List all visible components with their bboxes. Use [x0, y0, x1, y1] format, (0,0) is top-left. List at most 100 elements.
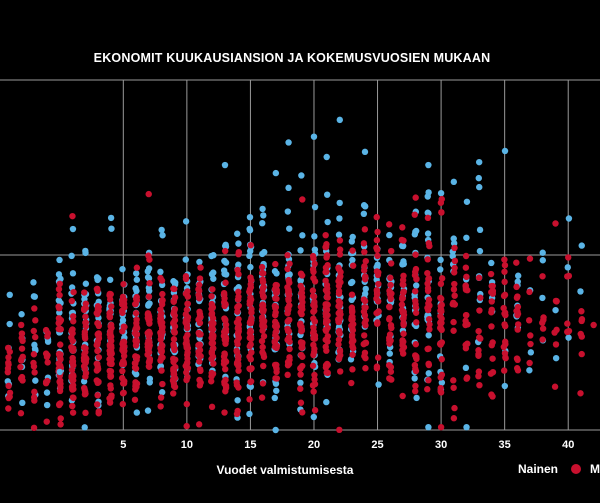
data-point-red — [31, 388, 38, 396]
data-point-red — [310, 351, 317, 359]
data-point-red — [120, 352, 128, 360]
data-point-red — [145, 293, 153, 300]
data-point-red — [183, 422, 190, 430]
data-point-red — [171, 375, 179, 382]
data-point-red — [437, 389, 445, 396]
data-point-blue — [210, 269, 217, 276]
data-point-blue — [235, 261, 242, 268]
data-point-red — [386, 315, 393, 322]
data-point-red — [222, 328, 230, 336]
data-point-blue — [259, 205, 266, 213]
data-point-red — [55, 315, 63, 322]
data-point-red — [425, 275, 433, 282]
data-point-red — [68, 345, 76, 352]
data-point-red — [248, 349, 255, 356]
data-point-red — [488, 323, 495, 330]
data-point-red — [438, 209, 445, 216]
data-point-red — [513, 283, 520, 291]
legend-marker-nainen — [571, 464, 581, 474]
data-point-red — [323, 301, 331, 309]
data-point-blue — [463, 198, 471, 205]
data-point-red — [462, 311, 470, 319]
data-point-red — [310, 274, 317, 282]
data-point-red — [424, 280, 431, 287]
data-point-red — [299, 339, 306, 346]
data-point-red — [196, 308, 203, 316]
data-point-red — [565, 254, 572, 261]
data-point-red — [146, 280, 153, 287]
data-point-red — [322, 327, 330, 335]
data-point-red — [196, 294, 203, 301]
data-point-red — [183, 360, 191, 368]
data-point-red — [514, 326, 521, 333]
data-point-blue — [57, 275, 64, 283]
data-point-red — [400, 237, 407, 244]
data-point-red — [145, 344, 153, 351]
data-point-red — [284, 371, 291, 379]
data-point-red — [208, 293, 215, 300]
data-point-blue — [425, 161, 432, 169]
data-point-red — [437, 424, 445, 431]
data-point-red — [95, 335, 103, 342]
data-point-red — [235, 321, 242, 329]
data-point-red — [81, 328, 89, 336]
data-point-red — [424, 386, 431, 393]
data-point-red — [487, 270, 495, 278]
data-point-red — [285, 295, 292, 303]
data-point-red — [387, 260, 395, 267]
data-point-red — [450, 327, 457, 334]
data-point-red — [132, 326, 139, 333]
data-point-red — [475, 368, 483, 375]
data-point-red — [158, 348, 165, 356]
data-point-red — [259, 305, 266, 313]
data-point-blue — [412, 228, 419, 236]
data-point-red — [271, 286, 279, 293]
data-point-blue — [425, 370, 432, 377]
data-point-blue — [475, 174, 482, 182]
data-point-red — [260, 351, 267, 358]
data-point-red — [336, 246, 344, 253]
data-point-red — [564, 328, 571, 336]
data-point-red — [95, 408, 102, 415]
data-point-red — [272, 304, 279, 312]
data-point-red — [68, 334, 75, 341]
data-point-red — [451, 244, 458, 252]
data-point-red — [247, 378, 255, 385]
data-point-red — [30, 359, 37, 367]
data-point-blue — [133, 409, 141, 416]
data-point-red — [374, 319, 381, 326]
data-point-red — [171, 312, 178, 319]
data-point-red — [462, 345, 470, 352]
data-point-blue — [463, 424, 470, 431]
data-point-red — [400, 308, 407, 316]
data-point-red — [145, 363, 153, 370]
data-point-red — [157, 329, 164, 336]
data-point-blue — [425, 189, 432, 196]
data-point-blue — [158, 389, 166, 396]
data-point-red — [450, 318, 457, 326]
data-point-red — [500, 367, 508, 374]
data-point-red — [56, 280, 63, 288]
data-point-blue — [360, 202, 368, 209]
data-point-red — [106, 399, 114, 406]
data-point-red — [373, 236, 381, 244]
data-point-red — [286, 354, 293, 361]
data-point-red — [349, 320, 357, 328]
data-point-blue — [349, 278, 356, 286]
data-point-red — [106, 330, 114, 337]
data-point-red — [195, 316, 202, 323]
data-point-red — [374, 271, 382, 279]
data-point-red — [540, 314, 547, 321]
data-point-red — [56, 291, 63, 299]
data-point-red — [361, 263, 368, 270]
data-point-red — [388, 324, 395, 332]
data-point-blue — [437, 266, 444, 273]
data-point-red — [233, 410, 241, 418]
data-point-red — [539, 325, 547, 332]
data-point-red — [182, 273, 190, 280]
data-point-blue — [539, 249, 546, 256]
data-point-red — [171, 285, 178, 293]
data-point-red — [82, 409, 89, 417]
data-point-blue — [488, 259, 495, 267]
data-point-red — [272, 329, 279, 336]
